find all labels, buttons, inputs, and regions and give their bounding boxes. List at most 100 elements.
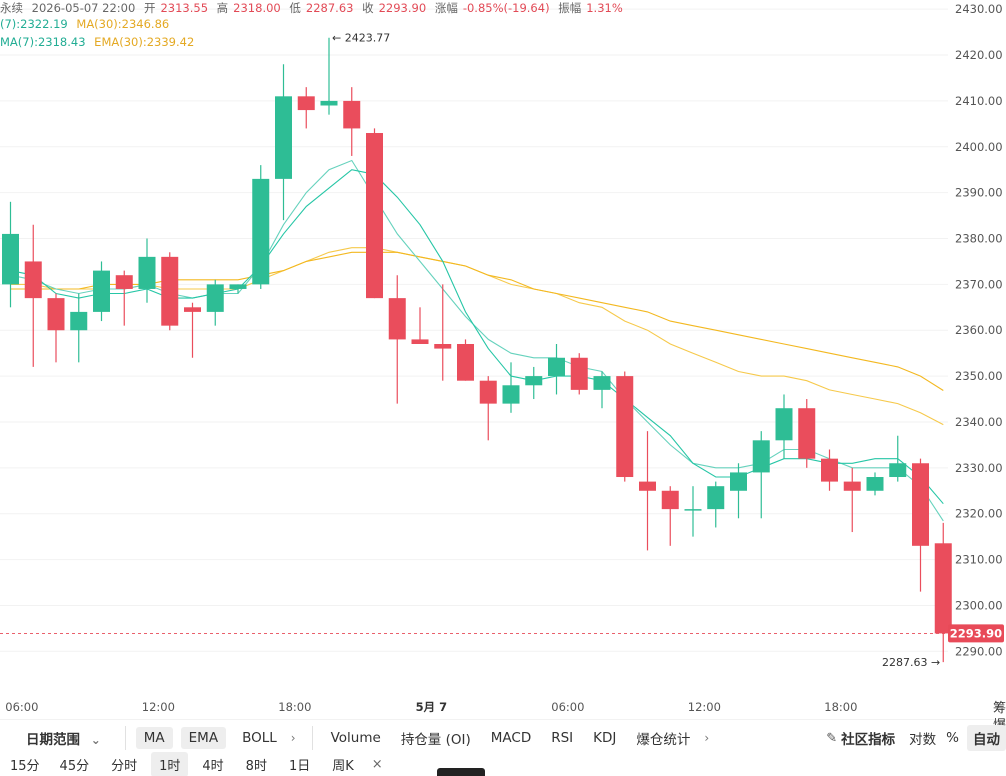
- candle-body: [775, 408, 793, 441]
- timeframe-45m[interactable]: 45分: [59, 759, 90, 774]
- candle: [616, 371, 634, 482]
- ema7-series: [10, 159, 944, 522]
- candle-body: [843, 481, 861, 491]
- ema7-line: [10, 159, 944, 522]
- timeframe-4h[interactable]: 4时: [202, 759, 224, 774]
- ema7-value: MA(7):2318.43: [0, 35, 86, 49]
- chip-distribution-button[interactable]: 筹: [992, 701, 1006, 716]
- candle-body: [684, 509, 702, 511]
- candle-body: [411, 339, 429, 344]
- rsi-toggle[interactable]: RSI: [551, 730, 574, 746]
- ema-info: MA(7):2318.43 EMA(30):2339.42: [0, 35, 199, 49]
- y-tick-label: 2410.00: [955, 94, 1003, 108]
- y-tick-label: 2430.00: [955, 2, 1003, 16]
- auto-scale-toggle[interactable]: 自动: [967, 725, 1006, 751]
- timeframe-1d[interactable]: 1日: [288, 759, 311, 774]
- close-label: 收: [362, 1, 374, 15]
- timeframe-time-sharing[interactable]: 分时: [111, 759, 138, 774]
- divider: [124, 726, 126, 750]
- ema-toggle[interactable]: EMA: [180, 727, 227, 749]
- bottom-tab-handle[interactable]: [437, 768, 485, 776]
- candle-body: [70, 311, 88, 331]
- liquidation-stats-toggle[interactable]: 爆仓统计: [636, 732, 691, 748]
- ma30-value: MA(30):2346.86: [76, 17, 170, 31]
- amplitude-value: 1.31%: [586, 1, 623, 15]
- y-tick-label: 2370.00: [955, 277, 1003, 291]
- low-value: 2287.63: [305, 1, 354, 15]
- community-indicators-button[interactable]: 社区指标: [841, 732, 896, 748]
- candle: [93, 261, 110, 322]
- date-range-button[interactable]: 日期范围 ⌄: [18, 725, 115, 751]
- macd-toggle[interactable]: MACD: [490, 730, 532, 746]
- timeframe-weekly[interactable]: 周K: [332, 759, 354, 774]
- candle-body: [184, 307, 201, 312]
- candle: [570, 353, 588, 395]
- log-scale-toggle[interactable]: 对数: [909, 732, 937, 748]
- candle-body: [47, 298, 65, 331]
- candle-body: [889, 463, 907, 478]
- candle-body: [639, 481, 656, 491]
- timeframe-1h[interactable]: 1时: [151, 752, 189, 776]
- y-tick-label: 2350.00: [955, 369, 1003, 383]
- kdj-toggle[interactable]: KDJ: [593, 730, 617, 746]
- timeframe-8h[interactable]: 8时: [245, 759, 267, 774]
- y-tick-label: 2320.00: [955, 507, 1003, 521]
- high-value: 2318.00: [233, 1, 281, 15]
- candle: [343, 87, 361, 156]
- timeframe-15m[interactable]: 15分: [10, 759, 40, 774]
- candle-body: [161, 256, 179, 326]
- ma-toggle[interactable]: MA: [135, 727, 173, 749]
- candle-body: [2, 233, 19, 285]
- y-tick-label: 2290.00: [955, 644, 1003, 658]
- candle-body: [138, 256, 156, 289]
- candle: [138, 238, 156, 303]
- chevron-right-icon[interactable]: ›: [290, 731, 296, 745]
- y-axis: 2290.00 2300.00 2310.00 2320.00 2330.00 2340.…: [955, 2, 1003, 658]
- candle: [411, 307, 429, 344]
- divider: [311, 726, 313, 750]
- y-tick-label: 2300.00: [955, 598, 1003, 612]
- max-price-label: ← 2423.77: [332, 32, 390, 45]
- candle: [252, 165, 270, 289]
- candle-body: [752, 440, 770, 473]
- volume-toggle[interactable]: Volume: [330, 730, 381, 746]
- candle-body: [206, 284, 224, 312]
- candle: [24, 224, 42, 367]
- candle: [366, 128, 383, 299]
- candle-body: [275, 96, 292, 179]
- candle: [593, 371, 611, 409]
- candles: [2, 37, 952, 663]
- candlestick-chart[interactable]: ← 2423.77 2287.63 → 2293.90 2290.00 2300.00…: [0, 0, 1006, 720]
- percent-scale-toggle[interactable]: %: [946, 730, 959, 746]
- candle: [843, 467, 861, 533]
- ma7-value: (7):2322.19: [0, 17, 68, 31]
- candle: [206, 279, 224, 326]
- y-tick-label: 2400.00: [955, 140, 1003, 154]
- chevron-down-icon: ⌄: [90, 733, 101, 747]
- y-tick-label: 2340.00: [955, 415, 1003, 429]
- amplitude-label: 振幅: [558, 1, 582, 15]
- candle: [798, 399, 816, 468]
- candle: [434, 284, 452, 381]
- open-interest-toggle[interactable]: 持仓量 (OI): [400, 732, 471, 748]
- candle-body: [320, 100, 338, 106]
- candle-datetime: 2026-05-07 22:00: [31, 1, 136, 15]
- symbol-prefix: 永续: [0, 1, 23, 15]
- candle: [866, 472, 884, 496]
- low-label: 低: [289, 1, 301, 15]
- ma-info: (7):2322.19 MA(30):2346.86: [0, 17, 174, 31]
- candle: [297, 87, 315, 129]
- y-tick-label: 2330.00: [955, 461, 1003, 475]
- candle-body: [252, 178, 270, 285]
- candle: [70, 293, 88, 363]
- boll-toggle[interactable]: BOLL: [242, 730, 277, 746]
- close-value: 2293.90: [378, 1, 427, 15]
- chevron-right-icon[interactable]: ›: [704, 731, 710, 745]
- open-label: 开: [143, 1, 156, 15]
- candle-body: [934, 543, 952, 634]
- candle: [752, 431, 770, 519]
- candle-body: [502, 385, 520, 404]
- close-icon[interactable]: ×: [371, 757, 383, 772]
- candle-body: [434, 344, 452, 349]
